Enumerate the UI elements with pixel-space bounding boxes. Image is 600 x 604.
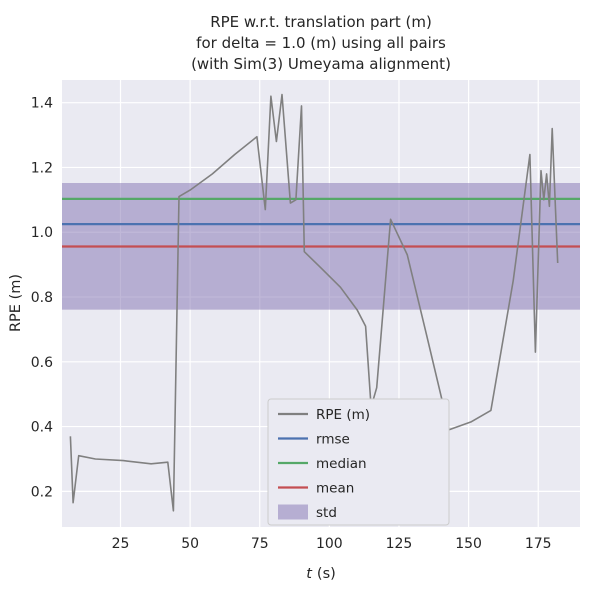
legend-label: RPE (m) bbox=[316, 407, 370, 423]
legend: RPE (m) rmse median mean std bbox=[267, 398, 450, 526]
y-tick-label: 1.2 bbox=[31, 160, 53, 176]
legend-box bbox=[267, 398, 450, 526]
x-tick-label: 100 bbox=[316, 536, 343, 552]
x-tick-label: 150 bbox=[455, 536, 482, 552]
x-axis-label-unit: (s) bbox=[317, 566, 336, 582]
tick-labels: 25 50 75 100 125 150 175 0.2 0.4 0.6 0.8 1.0 1.2 1.4 bbox=[31, 96, 552, 552]
y-tick-label: 0.4 bbox=[31, 420, 53, 436]
legend-label: median bbox=[316, 456, 367, 472]
rpe-line bbox=[69, 93, 559, 512]
x-tick-label: 25 bbox=[112, 536, 130, 552]
x-tick-label: 175 bbox=[525, 536, 552, 552]
legend-label: rmse bbox=[316, 432, 350, 448]
stat-lines bbox=[62, 197, 580, 248]
legend-sample-patch bbox=[278, 504, 308, 520]
y-tick-label: 0.2 bbox=[31, 484, 53, 500]
x-axis-label: t (s) bbox=[306, 566, 336, 582]
chart-title-line-2: for delta = 1.0 (m) using all pairs bbox=[196, 34, 446, 52]
x-tick-label: 75 bbox=[251, 536, 269, 552]
x-tick-label: 125 bbox=[386, 536, 413, 552]
legend-label: mean bbox=[316, 481, 354, 497]
rpe-series bbox=[69, 93, 559, 512]
y-tick-label: 1.4 bbox=[31, 96, 53, 112]
chart-title-line-1: RPE w.r.t. translation part (m) bbox=[210, 13, 432, 31]
x-tick-label: 50 bbox=[181, 536, 199, 552]
y-tick-label: 0.8 bbox=[31, 290, 53, 306]
x-axis-label-variable: t bbox=[306, 566, 313, 582]
y-axis-label: RPE (m) bbox=[8, 274, 24, 332]
y-tick-label: 0.6 bbox=[31, 355, 53, 371]
y-tick-label: 1.0 bbox=[31, 225, 53, 241]
chart-title-line-3: (with Sim(3) Umeyama alignment) bbox=[191, 55, 451, 73]
legend-label: std bbox=[316, 505, 337, 521]
